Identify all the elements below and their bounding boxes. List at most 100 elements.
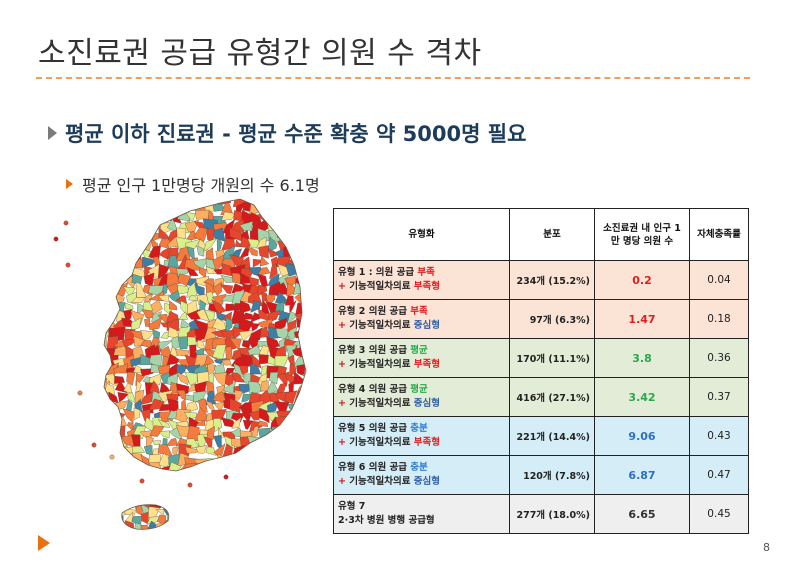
map-region bbox=[148, 470, 160, 471]
map-region bbox=[193, 390, 207, 404]
map-region bbox=[188, 383, 197, 392]
map-region bbox=[294, 418, 306, 431]
type-line1: 유형 7 bbox=[338, 501, 366, 512]
distribution-cell: 120개 (7.8%) bbox=[509, 455, 595, 495]
map-region bbox=[157, 419, 171, 428]
map-region bbox=[285, 435, 294, 449]
map-region bbox=[267, 200, 277, 214]
map-region bbox=[293, 237, 306, 249]
map-region bbox=[250, 425, 259, 439]
map-region bbox=[274, 355, 290, 367]
distribution-cell: 234개 (15.2%) bbox=[509, 260, 595, 300]
map-region bbox=[187, 336, 197, 347]
clinics-per-10k-cell: 1.47 bbox=[594, 299, 690, 339]
map-region bbox=[153, 256, 161, 267]
map-region bbox=[283, 221, 299, 229]
self-sufficiency-cell: 0.04 bbox=[689, 260, 749, 300]
type-cell: 유형 1 : 의원 공급 부족 + 기능적일차의료 부족형 bbox=[333, 260, 510, 300]
map-region bbox=[113, 453, 125, 467]
map-region bbox=[125, 219, 137, 232]
map-region bbox=[178, 311, 188, 321]
type-cell: 유형 3 의원 공급 평균 + 기능적일차의료 부족형 bbox=[333, 338, 510, 378]
map-region bbox=[104, 439, 110, 451]
map-region bbox=[104, 309, 111, 324]
supply-tag: 부족 bbox=[410, 306, 428, 317]
map-region bbox=[213, 372, 228, 388]
map-region bbox=[133, 522, 145, 530]
map-region bbox=[104, 199, 115, 206]
map-region bbox=[221, 381, 236, 395]
map-region bbox=[104, 291, 109, 307]
map-region bbox=[143, 294, 153, 303]
map-region bbox=[104, 335, 107, 350]
map-region bbox=[305, 355, 306, 365]
self-sufficiency-cell: 0.37 bbox=[689, 377, 749, 417]
map-region bbox=[296, 445, 304, 458]
map-region bbox=[257, 465, 269, 471]
map-region bbox=[141, 511, 149, 525]
map-region bbox=[203, 199, 218, 202]
jeju-outline bbox=[121, 504, 170, 530]
map-region bbox=[135, 380, 142, 393]
map-region bbox=[267, 310, 281, 323]
map-region bbox=[303, 250, 306, 261]
map-region bbox=[118, 264, 127, 275]
clinics-per-10k-cell: 9.06 bbox=[594, 416, 690, 456]
map-region bbox=[132, 200, 143, 216]
map-region bbox=[107, 230, 118, 243]
map-region bbox=[105, 437, 120, 451]
map-region bbox=[247, 443, 261, 459]
map-region bbox=[130, 297, 146, 303]
map-region bbox=[194, 209, 210, 220]
map-region bbox=[212, 472, 226, 484]
map-region bbox=[225, 317, 233, 333]
map-region bbox=[132, 445, 146, 454]
map-region bbox=[104, 454, 106, 469]
corner-arrow-icon bbox=[38, 535, 50, 551]
map-region bbox=[256, 456, 273, 466]
map-region bbox=[217, 453, 225, 467]
map-region bbox=[104, 255, 110, 269]
mainland-outline bbox=[103, 198, 307, 472]
bullet-arrow-icon bbox=[66, 179, 73, 189]
map-region bbox=[194, 407, 207, 422]
map-region bbox=[294, 472, 306, 482]
map-region bbox=[231, 416, 242, 429]
map-region bbox=[117, 462, 127, 471]
map-region bbox=[113, 363, 128, 374]
map-region bbox=[295, 264, 306, 275]
type-line2: + 기능적일차의료 부족형 bbox=[338, 359, 441, 370]
map-region bbox=[260, 200, 272, 217]
map-region bbox=[104, 275, 108, 288]
map-region bbox=[104, 418, 110, 432]
map-region bbox=[112, 227, 128, 242]
map-region bbox=[274, 457, 291, 467]
map-region bbox=[131, 529, 145, 530]
map-region bbox=[307, 300, 315, 311]
map-region bbox=[141, 213, 156, 225]
map-region bbox=[261, 436, 273, 450]
map-region bbox=[284, 474, 296, 484]
map-region bbox=[154, 522, 168, 530]
map-region bbox=[148, 209, 165, 225]
type-line2: + 기능적일차의료 중심형 bbox=[338, 476, 441, 487]
map-region bbox=[176, 464, 186, 471]
map-region bbox=[234, 390, 244, 404]
map-region bbox=[104, 300, 110, 315]
table-row: 유형 6 의원 공급 충분 + 기능적일차의료 중심형 120개 (7.8%) 6.8… bbox=[333, 455, 749, 495]
map-region bbox=[303, 398, 306, 412]
map-region bbox=[305, 281, 306, 295]
map-region bbox=[258, 407, 270, 424]
map-region bbox=[247, 327, 263, 342]
distribution-cell: 170개 (11.1%) bbox=[509, 338, 595, 378]
map-region bbox=[125, 245, 134, 260]
map-region bbox=[248, 409, 263, 421]
map-region bbox=[166, 438, 178, 446]
map-region bbox=[157, 199, 173, 205]
map-region bbox=[175, 349, 190, 357]
map-region bbox=[104, 231, 111, 242]
map-region bbox=[140, 199, 152, 208]
page-number: 8 bbox=[763, 541, 770, 554]
map-region bbox=[302, 407, 306, 423]
distribution-cell: 277개 (18.0%) bbox=[509, 494, 595, 534]
